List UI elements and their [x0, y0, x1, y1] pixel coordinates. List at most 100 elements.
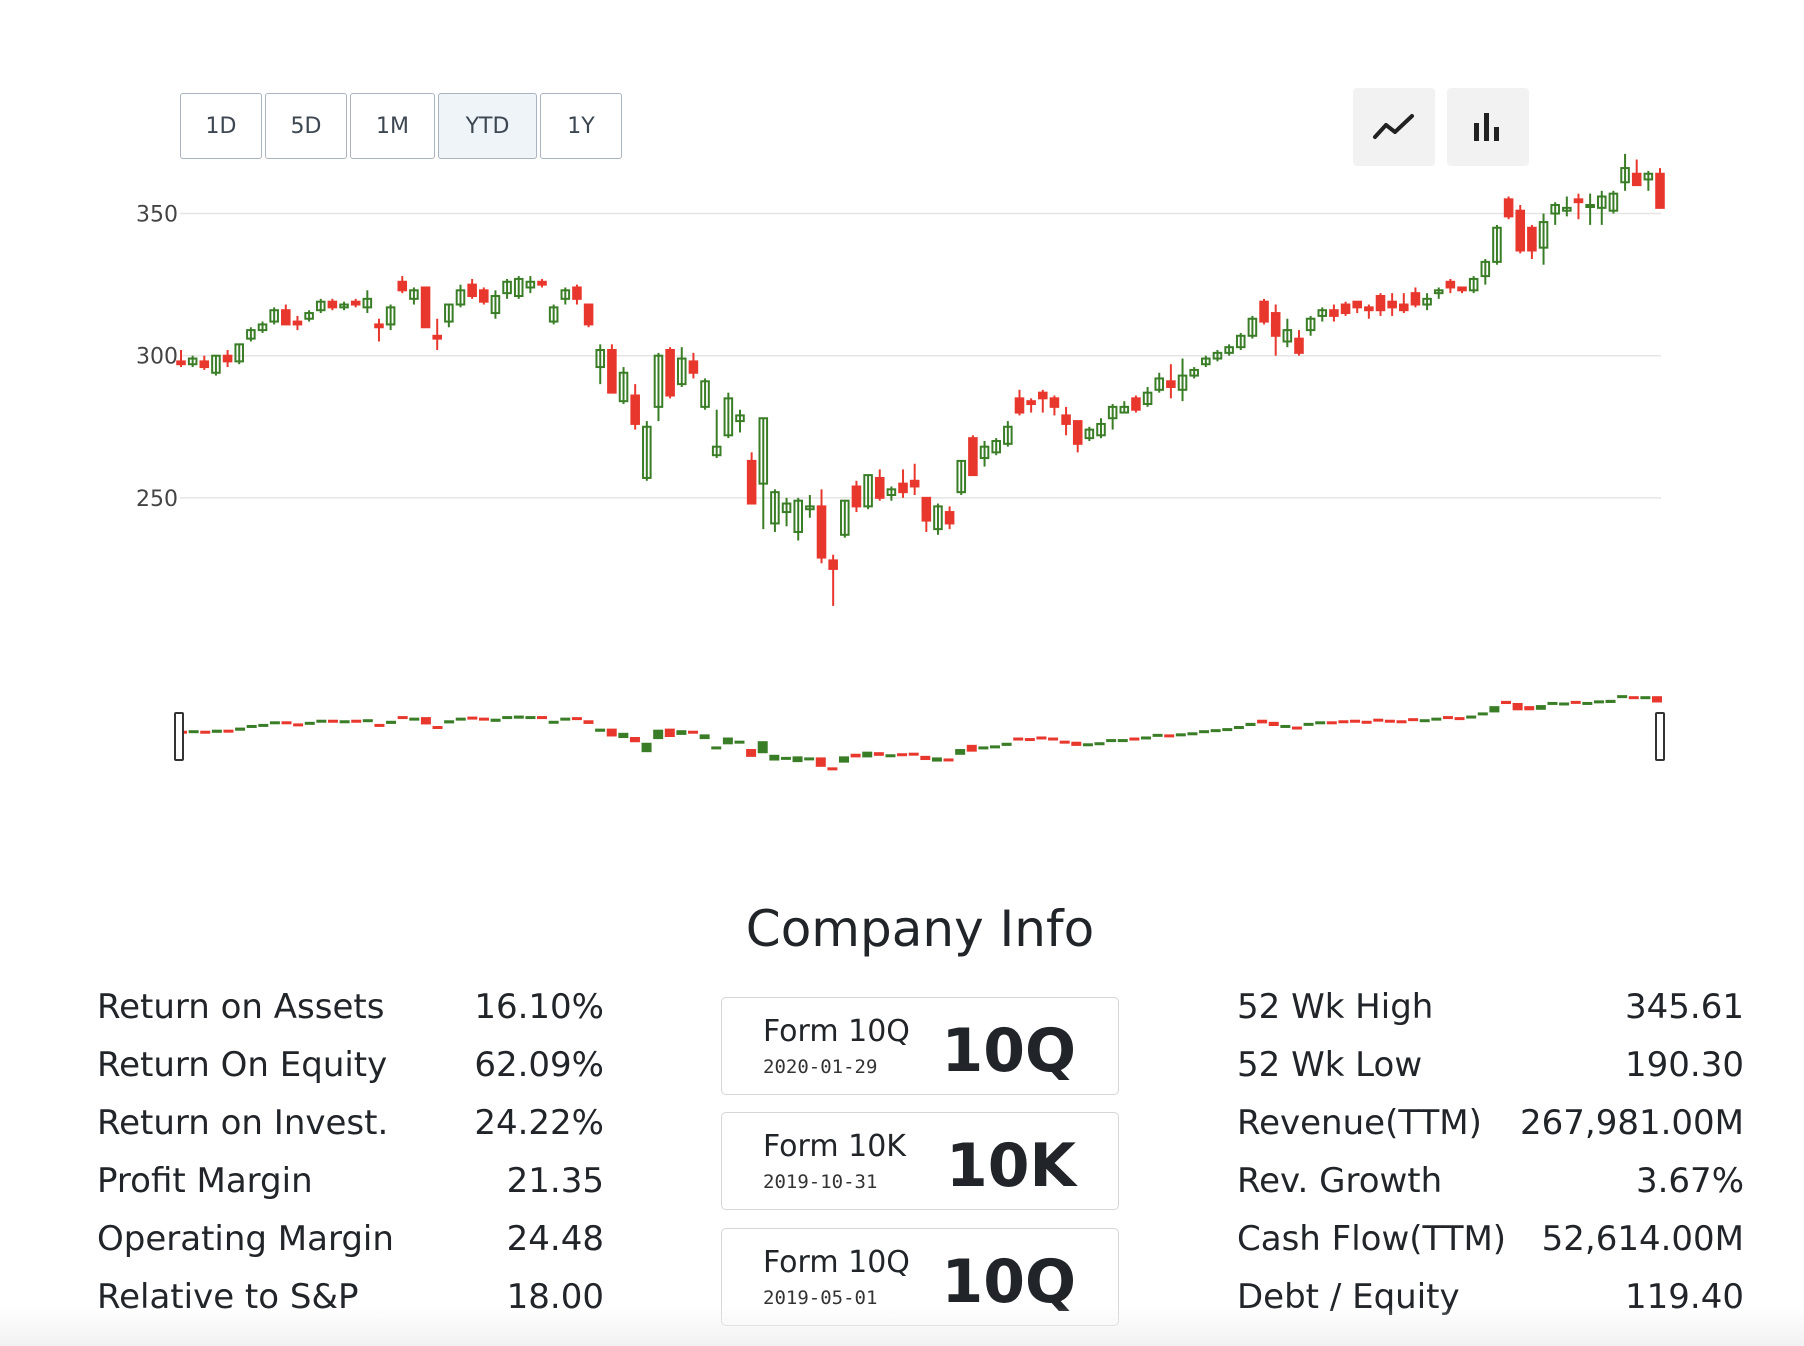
candle-body — [1550, 204, 1560, 215]
stat-row: Return On Equity 62.09% — [97, 1045, 604, 1095]
candle-body — [735, 414, 745, 423]
navigator-candle — [583, 720, 594, 724]
candle-body — [1282, 329, 1293, 343]
candle-body — [816, 505, 827, 559]
candle-body — [991, 439, 1001, 454]
candle-body — [1596, 195, 1607, 209]
navigator-candle — [1512, 702, 1523, 711]
stat-row: Operating Margin 24.48 — [97, 1219, 604, 1269]
navigator-candle — [1361, 720, 1372, 724]
stat-row: Profit Margin 21.35 — [97, 1161, 604, 1211]
navigator-candle — [1222, 728, 1233, 732]
navigator-candle — [1442, 716, 1453, 720]
navigator-candle — [1024, 738, 1035, 742]
candle-body — [874, 476, 885, 499]
candle-body — [723, 397, 734, 437]
navigator-candle — [548, 720, 559, 724]
navigator-candle — [1628, 696, 1639, 700]
filing-code: 10Q — [941, 1016, 1076, 1086]
stat-label: 52 Wk High — [1237, 987, 1434, 1027]
navigator-candle — [1477, 712, 1488, 716]
candle-body — [1631, 172, 1642, 187]
candle-body — [781, 502, 792, 514]
candle-body — [1515, 209, 1526, 252]
filing-card-10q[interactable]: Form 10Q 2020-01-29 10Q — [721, 997, 1119, 1095]
candle-body — [630, 394, 640, 425]
candle-body — [1119, 405, 1130, 414]
candle-body — [1422, 297, 1432, 306]
navigator-candle — [1233, 726, 1244, 730]
navigator-candle — [1036, 736, 1047, 740]
line-chart-button[interactable] — [1353, 88, 1435, 166]
navigator-candle — [1396, 720, 1407, 724]
candle-body — [1375, 294, 1386, 312]
filing-date: 2019-10-31 — [763, 1171, 878, 1193]
stat-label: Rev. Growth — [1237, 1161, 1443, 1201]
navigator-candle — [1582, 701, 1593, 705]
navigator-candle — [1106, 739, 1117, 743]
candle-body — [618, 371, 629, 403]
range-button-5d[interactable]: 5D — [265, 93, 347, 159]
navigator-candle — [1547, 701, 1558, 705]
candle-body — [1270, 312, 1281, 337]
stat-value: 16.10% — [474, 987, 604, 1027]
navigator-candle — [850, 753, 861, 758]
navigator-candle — [235, 727, 246, 731]
candle-body — [840, 499, 850, 536]
stat-value: 190.30 — [1625, 1045, 1744, 1085]
candle-body — [409, 289, 419, 300]
stat-label: Revenue(TTM) — [1237, 1103, 1482, 1143]
range-button-1m[interactable]: 1M — [350, 93, 435, 159]
candle-body — [222, 354, 233, 363]
range-button-ytd[interactable]: YTD — [438, 93, 537, 159]
navigator-candle — [920, 755, 931, 761]
navigator-candle — [897, 753, 908, 757]
navigator-candle — [1431, 717, 1442, 721]
navigator-candle — [478, 717, 489, 721]
candle-body — [968, 437, 978, 477]
candle-body — [420, 286, 431, 329]
navigator-candle — [734, 740, 745, 744]
stat-label: Return on Invest. — [97, 1103, 389, 1143]
navigator-candle — [502, 716, 513, 720]
navigator-candle — [1199, 730, 1210, 734]
navigator-candle — [908, 752, 919, 756]
candle-body — [607, 349, 617, 394]
navigator-candle — [339, 720, 350, 724]
navigator-candle — [1210, 729, 1221, 733]
navigator-candle — [804, 757, 815, 761]
navigator-candle — [1326, 721, 1337, 725]
filing-card-10k[interactable]: Form 10K 2019-10-31 10K — [721, 1112, 1119, 1210]
candlestick-chart: 250 300 350 — [136, 153, 1665, 771]
navigator-candle — [1245, 722, 1256, 727]
navigator-candle — [571, 717, 582, 721]
candle-body — [665, 349, 675, 397]
candle-body — [1352, 300, 1362, 309]
candle-body — [653, 354, 664, 408]
candle-body — [1468, 277, 1479, 292]
stat-value: 24.22% — [474, 1103, 604, 1143]
stat-row: 52 Wk High 345.61 — [1237, 987, 1744, 1037]
candle-body — [315, 300, 326, 312]
range-button-1d[interactable]: 1D — [180, 93, 262, 159]
navigator-candle — [966, 744, 977, 752]
navigator-candle — [722, 737, 733, 745]
navigator-candle — [769, 754, 780, 761]
candle-body — [292, 320, 303, 326]
candle-body — [921, 496, 932, 522]
navigator-candle — [374, 723, 385, 727]
navigator-candle — [490, 718, 501, 722]
candle-body — [1562, 206, 1572, 212]
bar-chart-button[interactable] — [1447, 88, 1529, 166]
candle-body — [1201, 357, 1211, 366]
range-button-1y[interactable]: 1Y — [540, 93, 622, 159]
stat-value: 345.61 — [1625, 987, 1744, 1027]
candle-body — [979, 445, 990, 460]
navigator-candle — [1315, 721, 1326, 725]
navigator-candle — [653, 729, 664, 740]
candle-body — [758, 417, 769, 485]
navigator-candle — [1268, 721, 1279, 727]
navigator-candle — [211, 729, 222, 733]
navigator-candle — [606, 728, 617, 737]
navigator-candle — [188, 730, 199, 734]
